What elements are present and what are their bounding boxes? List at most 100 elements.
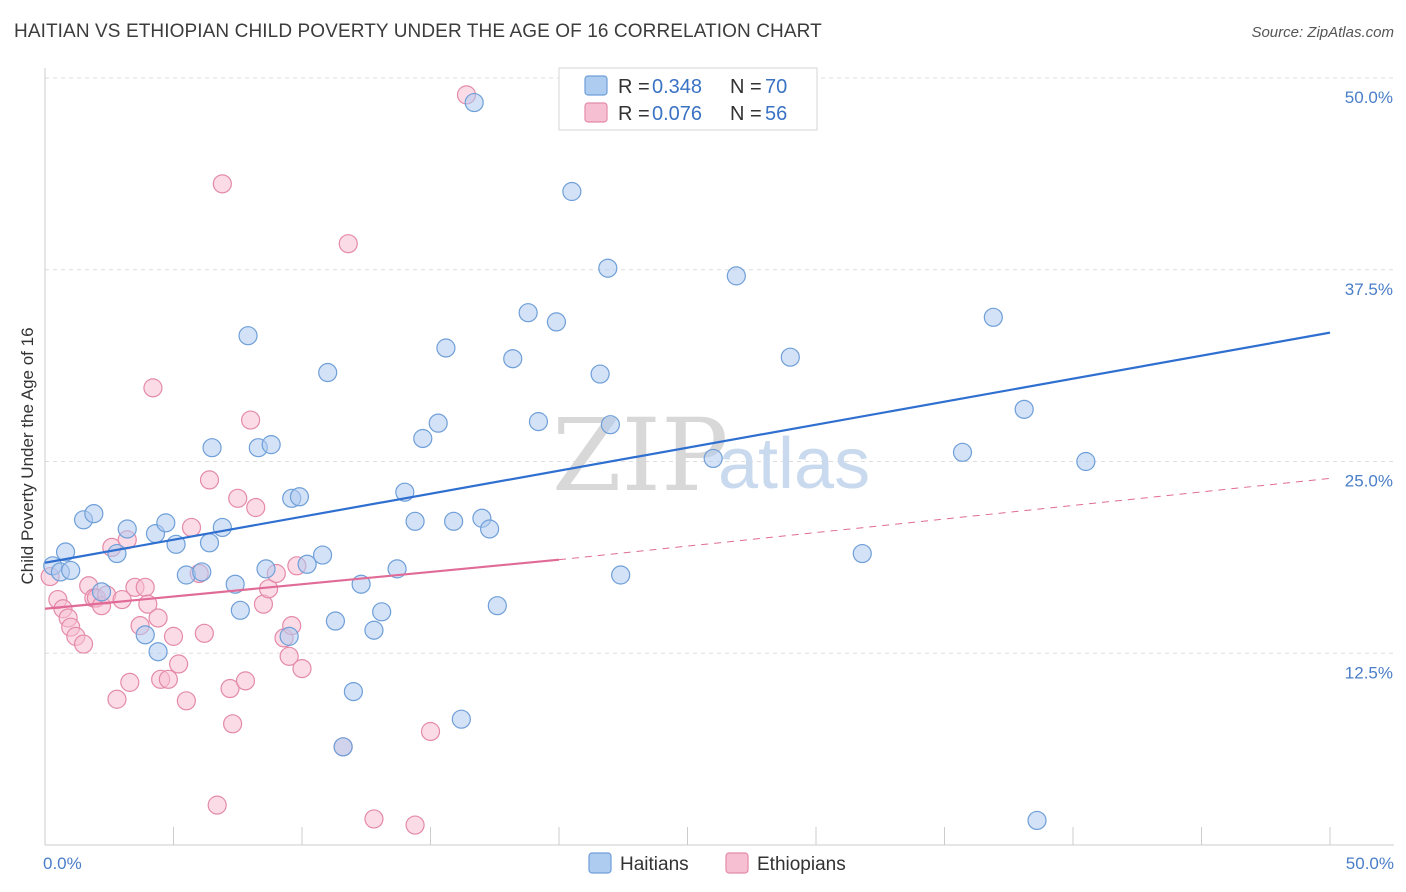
haitians-point-45 [464, 92, 484, 113]
haitians-point-55 [598, 258, 618, 278]
ethiopians-point-25 [163, 626, 184, 646]
haitians-point-29 [312, 545, 333, 565]
ethiopians-point-24 [158, 669, 178, 689]
ethiopians-point-35 [223, 714, 243, 734]
haitians-point-49 [503, 349, 523, 369]
haitians-point-32 [333, 737, 353, 757]
trend-lines [44, 331, 1331, 610]
x-tick-label-min: 0.0% [43, 854, 82, 873]
ethiopians-point-50 [364, 809, 384, 829]
haitians-point-65 [1014, 399, 1034, 419]
series-legend: Haitians Ethiopians [588, 852, 846, 875]
haitians-point-62 [852, 543, 872, 564]
haitians-point-6 [91, 582, 112, 602]
haitians-point-37 [387, 559, 407, 579]
haitians-point-20 [230, 600, 250, 620]
ethiopians-point-32 [207, 795, 227, 815]
haitians-point-50 [518, 303, 538, 323]
haitians-point-59 [726, 266, 746, 286]
ethiopians-point-52 [420, 721, 441, 742]
legend-haitians-r-label: R = [618, 76, 650, 98]
haitians-point-51 [528, 412, 549, 432]
haitians-point-14 [176, 565, 196, 585]
ethiopians-point-36 [228, 488, 248, 508]
x-axis-ticks [44, 827, 1331, 845]
haitians-point-3 [61, 560, 81, 581]
ethiopians-point-47 [292, 658, 312, 679]
haitians-point-16 [199, 533, 220, 553]
haitians-point-8 [117, 519, 137, 539]
haitians-point-27 [289, 487, 310, 507]
haitians-point-19 [225, 574, 245, 594]
haitians-point-28 [297, 554, 317, 574]
bottom-legend-ethiopians: Ethiopians [757, 854, 846, 875]
haitians-point-31 [325, 611, 346, 631]
haitians-point-44 [451, 709, 471, 729]
watermark: ZIP atlas [552, 397, 870, 514]
haitians-point-24 [261, 435, 281, 455]
haitians-point-2 [55, 542, 76, 562]
haitians-point-30 [318, 362, 338, 383]
haitians-point-18 [212, 517, 232, 538]
haitians-point-39 [405, 511, 425, 531]
bottom-legend-swatch-ethiopians [725, 852, 749, 874]
haitians-point-57 [611, 565, 631, 585]
ethiopians-point-44 [279, 646, 299, 666]
chart-title: HAITIAN VS ETHIOPIAN CHILD POVERTY UNDER… [14, 21, 822, 42]
ethiopians-point-26 [169, 654, 189, 674]
haitians-point-47 [480, 519, 500, 539]
y-tick-label-0: 12.5% [1345, 663, 1393, 682]
haitians-point-58 [703, 448, 723, 469]
series-ethiopians [40, 85, 477, 835]
y-tick-labels: 12.5% 25.0% 37.5% 50.0% [1345, 88, 1393, 682]
haitians-point-9 [135, 625, 155, 645]
ethiopians-point-21 [143, 378, 163, 398]
ethiopians-point-22 [148, 608, 168, 628]
haitians-point-61 [780, 347, 800, 367]
y-tick-label-2: 37.5% [1345, 280, 1393, 299]
watermark-atlas: atlas [718, 424, 870, 504]
ethiopians-point-37 [235, 671, 256, 691]
legend-haitians-n-value: 70 [765, 76, 787, 98]
haitians-point-35 [364, 620, 384, 640]
source-label: Source: ZipAtlas.com [1251, 24, 1394, 41]
ethiopians-point-30 [194, 623, 214, 643]
x-tick-label-max: 50.0% [1346, 854, 1394, 873]
trend-line-ethiopians [44, 558, 560, 610]
gridlines [45, 77, 1394, 654]
legend-ethiopians-n-label: N = [730, 103, 762, 125]
haitians-point-54 [590, 364, 610, 384]
ethiopians-point-13 [107, 689, 127, 709]
haitians-point-15 [192, 562, 212, 582]
haitians-point-33 [343, 681, 363, 702]
ethiopians-point-51 [405, 815, 425, 835]
haitians-point-12 [156, 513, 176, 533]
trend-line-haitians [44, 331, 1331, 564]
haitians-point-64 [983, 307, 1003, 327]
ethiopians-point-49 [338, 234, 358, 254]
haitians-point-17 [202, 438, 222, 458]
haitians-point-53 [562, 181, 582, 202]
ethiopians-point-28 [181, 517, 202, 538]
haitians-point-5 [84, 504, 104, 524]
legend-haitians-n-label: N = [730, 76, 762, 98]
bottom-legend-haitians: Haitians [620, 854, 689, 875]
haitians-point-25 [279, 626, 299, 646]
haitians-point-7 [107, 543, 127, 564]
haitians-point-21 [238, 326, 258, 346]
ethiopians-point-27 [176, 691, 196, 711]
legend-ethiopians-r-value: 0.076 [652, 103, 702, 125]
ethiopians-point-34 [220, 678, 240, 699]
haitians-point-67 [1076, 451, 1096, 472]
haitians-point-10 [148, 642, 168, 662]
legend-ethiopians-r-label: R = [618, 103, 650, 125]
haitians-point-56 [600, 415, 621, 435]
y-axis-label: Child Poverty Under the Age of 16 [18, 327, 37, 584]
y-tick-label-1: 25.0% [1345, 472, 1393, 491]
legend-swatch-ethiopians [584, 102, 608, 123]
ethiopians-point-6 [73, 634, 94, 654]
series-haitians [43, 92, 1096, 831]
haitians-point-23 [256, 559, 276, 579]
ethiopians-point-16 [120, 672, 140, 692]
